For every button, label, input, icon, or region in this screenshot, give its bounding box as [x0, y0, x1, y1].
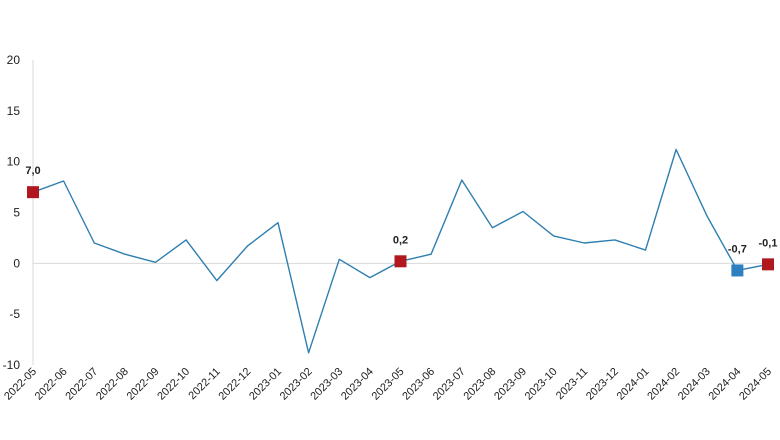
x-tick-label: 2022-11	[186, 366, 222, 402]
y-tick-label: 15	[7, 104, 21, 118]
x-tick-label: 2024-04	[706, 366, 743, 403]
chart-axes: -10-5051015202022-052022-062022-072022-0…	[2, 53, 774, 403]
x-tick-label: 2024-01	[615, 366, 652, 403]
x-tick-label: 2023-02	[278, 366, 315, 403]
y-tick-label: 10	[7, 155, 21, 169]
y-tick-label: -5	[9, 307, 20, 321]
x-tick-label: 2023-07	[431, 366, 468, 403]
x-tick-label: 2022-12	[216, 366, 253, 403]
y-tick-label: -10	[3, 358, 21, 372]
x-tick-label: 2023-04	[339, 366, 376, 403]
data-label: -0,7	[728, 243, 747, 255]
x-tick-label: 2023-12	[584, 366, 621, 403]
x-tick-label: 2023-03	[308, 366, 345, 403]
x-tick-label: 2023-10	[523, 366, 560, 403]
highlight-marker	[394, 255, 407, 268]
highlight-marker	[731, 264, 744, 277]
x-tick-label: 2022-07	[63, 366, 100, 403]
chart-plot-area	[27, 148, 774, 354]
x-tick-label: 2022-08	[94, 366, 131, 403]
x-tick-label: 2023-09	[492, 366, 529, 403]
x-tick-label: 2023-05	[370, 366, 407, 403]
x-tick-label: 2023-06	[400, 366, 437, 403]
data-label: 0,2	[393, 234, 408, 246]
highlight-marker	[762, 258, 774, 271]
y-tick-label: 0	[13, 256, 20, 270]
x-tick-label: 2022-09	[125, 366, 162, 403]
x-tick-label: 2024-03	[676, 366, 713, 403]
x-tick-label: 2023-11	[554, 366, 590, 402]
data-label: -0,1	[759, 237, 778, 249]
series-line	[32, 148, 769, 354]
x-tick-label: 2023-08	[461, 366, 498, 403]
highlight-marker	[27, 186, 39, 199]
x-tick-label: 2022-06	[33, 366, 70, 403]
x-tick-label: 2024-02	[645, 366, 682, 403]
x-tick-label: 2023-01	[247, 366, 284, 403]
x-tick-label: 2024-05	[737, 366, 774, 403]
y-tick-label: 5	[13, 206, 20, 220]
x-tick-label: 2022-10	[155, 366, 192, 403]
y-tick-label: 20	[7, 53, 21, 67]
chart-labels: 7,0 0,2 -0,7 -0,1	[25, 165, 777, 255]
data-label: 7,0	[25, 165, 40, 177]
